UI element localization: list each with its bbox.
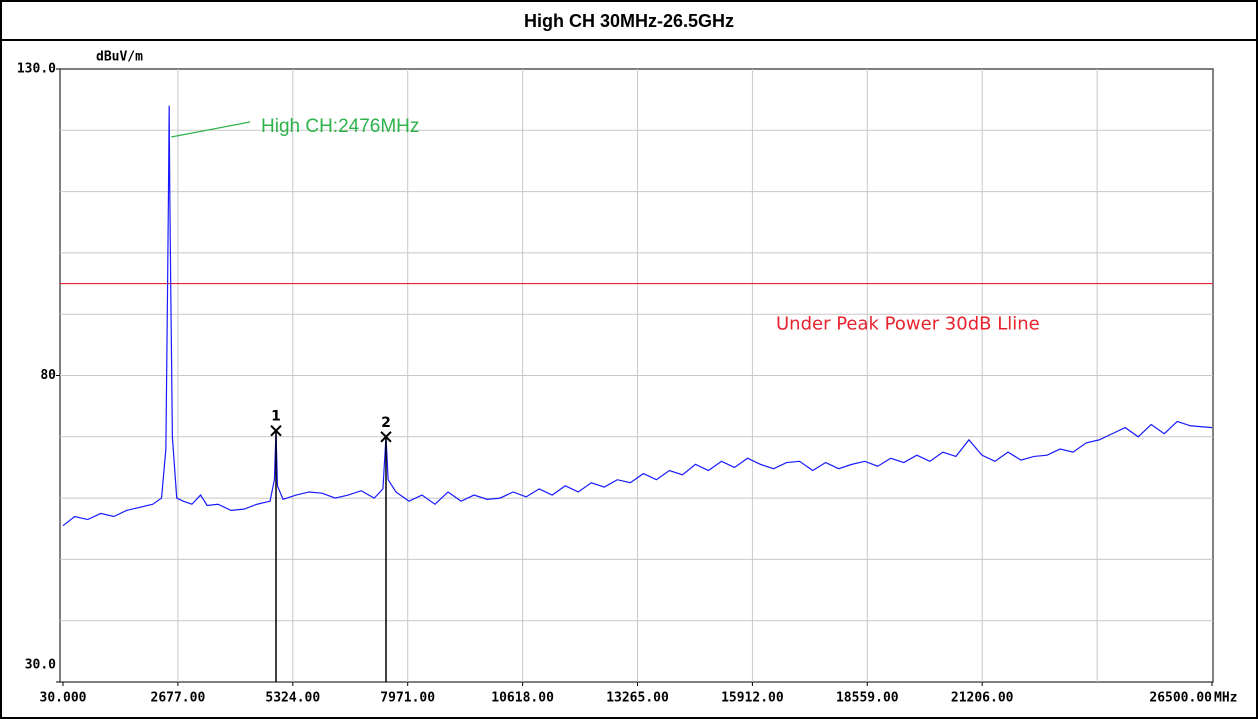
y-tick-label: 130.0 bbox=[17, 62, 56, 77]
marker-label: 2 bbox=[381, 415, 391, 431]
peak-leader bbox=[171, 121, 251, 138]
trace bbox=[62, 105, 1213, 527]
peak-label: High CH:2476MHz bbox=[261, 116, 419, 137]
marker-cross bbox=[380, 431, 392, 443]
x-tick-label: 21206.00 bbox=[951, 691, 1014, 706]
x-tick-label: 15912.00 bbox=[721, 691, 784, 706]
x-tick-label: 26500.00 bbox=[1149, 691, 1212, 706]
x-tick-label: 18559.00 bbox=[836, 691, 899, 706]
x-tick-label: 30.000 bbox=[40, 691, 87, 706]
x-tick-label: 13265.00 bbox=[606, 691, 669, 706]
marker-label: 1 bbox=[271, 409, 281, 425]
x-unit: MHz bbox=[1214, 691, 1237, 706]
y-unit: dBuV/m bbox=[96, 50, 143, 65]
y-tick-label: 80 bbox=[40, 368, 56, 383]
marker-cross bbox=[270, 424, 282, 437]
x-tick-label: 10618.00 bbox=[491, 691, 554, 706]
x-tick-label: 7971.00 bbox=[380, 691, 435, 706]
x-tick-label: 2677.00 bbox=[151, 691, 206, 706]
y-tick-label: 30.0 bbox=[25, 658, 56, 673]
limit-label: Under Peak Power 30dB Lline bbox=[776, 314, 1040, 335]
chart-title: High CH 30MHz-26.5GHz bbox=[524, 11, 734, 31]
x-tick-label: 5324.00 bbox=[265, 691, 320, 706]
